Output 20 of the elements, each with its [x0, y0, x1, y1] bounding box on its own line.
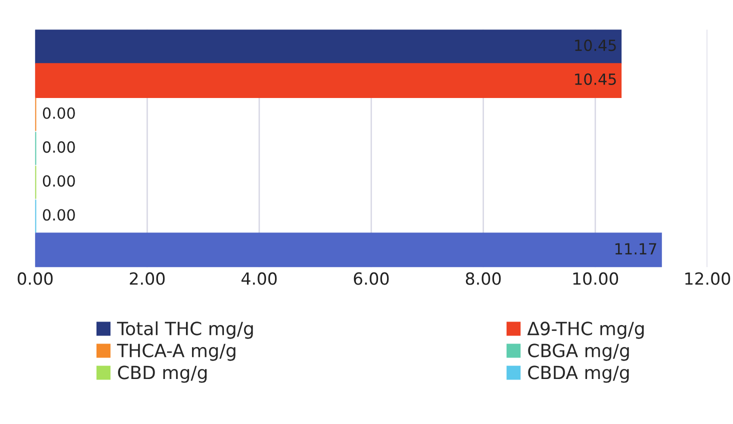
data-label: 0.00 — [42, 209, 75, 221]
x-tick-label: 4.00 — [242, 272, 277, 285]
data-label: 11.17 — [615, 243, 656, 254]
x-tick-label: 10.00 — [573, 272, 618, 285]
data-label: 10.45 — [575, 40, 616, 52]
data-label: 0.00 — [42, 175, 75, 187]
legend-label: CBDA mg/g — [528, 366, 629, 383]
data-label: 0.00 — [42, 141, 75, 153]
legend-label: CBGA mg/g — [528, 344, 629, 361]
x-tick-label: 2.00 — [130, 272, 165, 285]
legend-label: CBD mg/g — [118, 366, 207, 383]
x-tick-label: 0.00 — [18, 272, 53, 285]
legend-label: THCA-A mg/g — [116, 344, 236, 361]
legend-label: Δ9-THC mg/g — [527, 322, 644, 339]
x-tick-label: 12.00 — [685, 272, 730, 285]
x-tick-label: 8.00 — [466, 272, 501, 285]
legend-label: Total THC mg/g — [116, 321, 253, 339]
x-tick-label: 6.00 — [354, 272, 389, 285]
data-label: 10.45 — [575, 73, 616, 85]
data-label: 0.00 — [42, 107, 75, 119]
